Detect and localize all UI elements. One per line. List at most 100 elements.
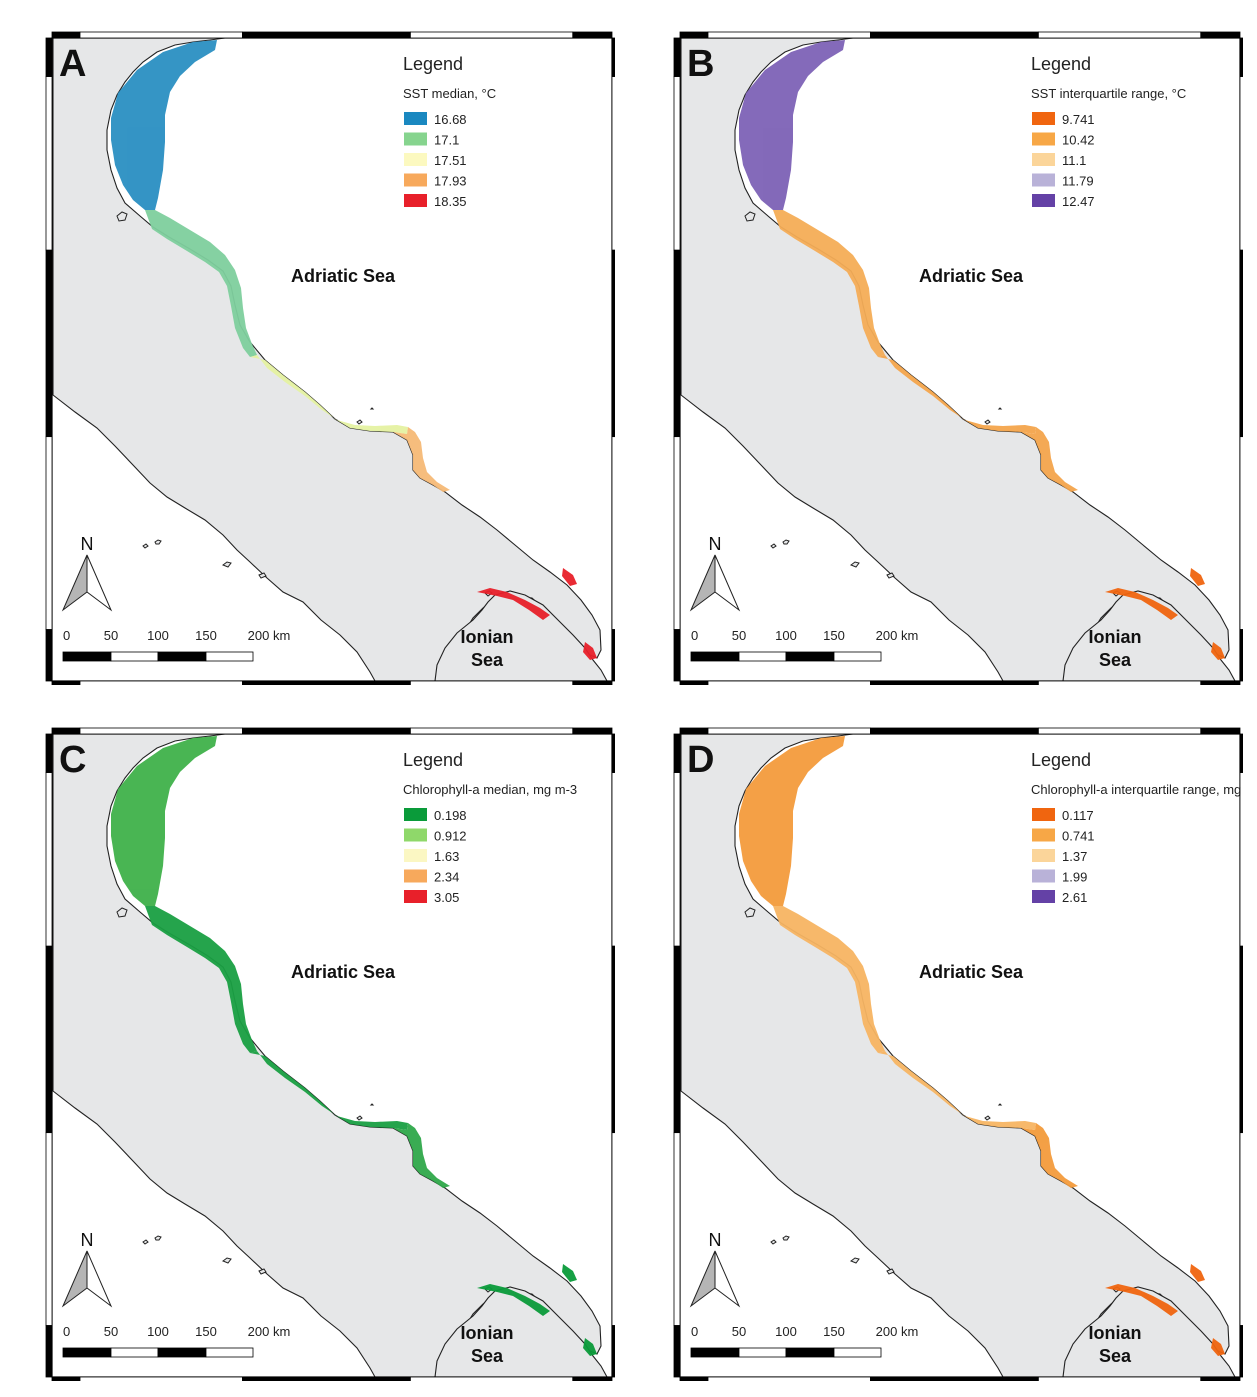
map-panel-b: 12.00014.00016.00018.00044.00042.00040.0…	[673, 30, 1243, 685]
legend-title: Legend	[403, 750, 463, 770]
scale-tick-label: 0	[63, 1324, 70, 1339]
scale-segment	[785, 1347, 835, 1358]
frame-bar-top	[1037, 31, 1202, 39]
frame-bar-right	[1239, 945, 1243, 1134]
frame-bar-bottom	[1037, 680, 1202, 685]
legend-swatch	[1032, 112, 1055, 125]
frame-bar-right	[1239, 772, 1243, 947]
x-tick-label: 14.000	[855, 30, 886, 32]
island-1	[356, 1115, 363, 1121]
legend-item-label: 11.79	[1062, 174, 1094, 189]
island-5	[849, 561, 860, 568]
scale-tick-label: 100	[775, 1324, 797, 1339]
frame-bar-top	[679, 727, 709, 735]
map-panel-a: 12.00014.00016.00018.00044.00042.00040.0…	[45, 30, 615, 685]
x-tick-label: 16.000	[1003, 726, 1034, 728]
scale-tick-label: 150	[195, 628, 217, 643]
salento-landmass	[434, 1286, 608, 1378]
scale-segment	[738, 1347, 787, 1358]
frame-bar-top	[79, 727, 243, 735]
scale-segment	[785, 651, 835, 662]
scale-tick-label: 200 km	[876, 628, 919, 643]
ionian-sea-label-line2: Sea	[471, 1346, 504, 1366]
legend-swatch	[404, 808, 427, 821]
frame-bar-right	[1239, 629, 1243, 682]
frame-bar-bottom	[51, 1376, 81, 1381]
frame-bar-left	[45, 1132, 53, 1326]
scale-tick-label: 50	[732, 628, 746, 643]
scale-segment	[690, 1347, 740, 1358]
frame-bar-left	[673, 629, 681, 682]
strip-ionian	[477, 1284, 550, 1316]
legend-item-label: 11.1	[1062, 153, 1086, 168]
island-5	[221, 561, 232, 568]
strip-north	[739, 40, 845, 210]
island-4	[154, 1235, 162, 1241]
scale-tick-label: 150	[195, 1324, 217, 1339]
frame-bar-left	[673, 945, 681, 1134]
frame-bar-left	[673, 436, 681, 630]
frame-bar-right	[1239, 76, 1243, 251]
frame-bar-top	[51, 31, 81, 39]
island-2	[369, 1103, 375, 1106]
legend-swatch	[1032, 132, 1055, 146]
frame-bar-bottom	[79, 1376, 243, 1381]
map-panel-c: 12.00014.00016.00018.00044.00042.00040.0…	[45, 726, 615, 1381]
land-layer	[52, 37, 608, 682]
salento-landmass	[1062, 590, 1236, 682]
frame-bar-right	[611, 1325, 615, 1378]
frame-bar-right	[611, 629, 615, 682]
island-4	[154, 539, 162, 545]
island-6	[258, 572, 267, 579]
land-layer	[680, 733, 1236, 1378]
italy-landmass	[680, 37, 1230, 682]
frame-bar-top	[869, 727, 1039, 735]
strip-gulf	[1021, 1123, 1078, 1188]
north-arrow-icon: N	[61, 534, 113, 612]
strip-gulf	[393, 427, 450, 492]
legend: Legend SST interquartile range, °C 9.741 10…	[1031, 54, 1186, 209]
strip-ionian-tip	[1211, 642, 1225, 660]
legend-swatch	[1032, 173, 1055, 187]
scale-tick-label: 200 km	[248, 628, 291, 643]
legend-item-label: 1.37	[1062, 849, 1087, 864]
island-1	[356, 419, 363, 425]
scale-tick-label: 100	[147, 628, 169, 643]
island-0	[744, 907, 756, 918]
x-tick-label: 16.000	[1003, 30, 1034, 32]
legend-item-label: 12.47	[1062, 194, 1095, 209]
x-tick-label: 16.000	[375, 30, 406, 32]
frame-bar-right	[611, 37, 615, 77]
ionian-sea-label-line2: Sea	[1099, 1346, 1132, 1366]
island-5	[849, 1257, 860, 1264]
legend-item-label: 10.42	[1062, 133, 1095, 148]
coastal-data-layer	[739, 40, 1225, 660]
frame-bar-left	[673, 772, 681, 947]
legend-swatch	[1032, 890, 1055, 903]
ionian-sea-label-line2: Sea	[471, 650, 504, 670]
strip-ionian	[1105, 588, 1178, 620]
frame-bar-top	[79, 31, 243, 39]
frame-bar-bottom	[679, 1376, 709, 1381]
frame-bar-bottom	[1200, 1376, 1241, 1381]
frame-bar-left	[673, 37, 681, 77]
scale-tick-label: 50	[732, 1324, 746, 1339]
legend-item-label: 17.1	[434, 133, 459, 148]
frame-bar-left	[45, 733, 53, 773]
scale-segment	[690, 651, 740, 662]
north-label: N	[81, 1230, 94, 1250]
x-tick-label: 18.000	[522, 30, 553, 32]
legend-item-label: 0.198	[434, 808, 467, 823]
strip-south	[878, 355, 1036, 434]
frame-bar-right	[1239, 1132, 1243, 1326]
frame-bar-top	[869, 31, 1039, 39]
scale-segment	[62, 651, 112, 662]
frame-bar-right	[1239, 37, 1243, 77]
salento-landmass	[434, 590, 608, 682]
frame-bar-right	[611, 76, 615, 251]
north-arrow-right	[714, 1250, 741, 1308]
map-svg: 12.00014.00016.00018.00044.00042.00040.0…	[673, 726, 1243, 1381]
frame-bar-left	[45, 629, 53, 682]
strip-gulf	[393, 1123, 450, 1188]
island-3	[142, 1239, 149, 1245]
